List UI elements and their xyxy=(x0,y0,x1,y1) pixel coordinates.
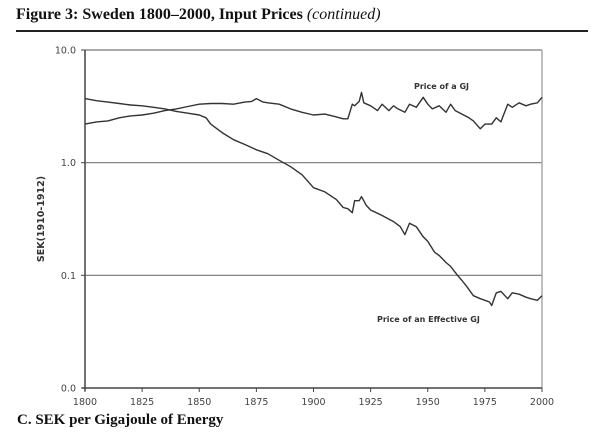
y-tick-label: 1.0 xyxy=(61,158,76,169)
y-tick-label: 0.0 xyxy=(61,384,76,395)
series-label-price-gj: Price of a GJ xyxy=(414,82,469,91)
series-lines xyxy=(84,91,543,307)
panel-label: C. SEK per Gigajoule of Energy xyxy=(17,412,224,428)
x-tick-label: 1800 xyxy=(73,397,97,408)
x-tick-label: 1950 xyxy=(416,397,440,408)
x-tick-label: 2000 xyxy=(530,397,554,408)
x-tick-label: 1900 xyxy=(301,397,325,408)
title-rule xyxy=(16,30,588,32)
y-tick-label: 0.1 xyxy=(61,271,76,282)
y-tick-label: 10.0 xyxy=(55,46,76,57)
series-line-price-effective-gj xyxy=(84,97,543,307)
x-tick-label: 1825 xyxy=(130,397,154,408)
figure-title-suffix: (continued) xyxy=(306,6,381,23)
x-tick-label: 1850 xyxy=(187,397,211,408)
x-tick-label: 1925 xyxy=(359,397,383,408)
figure-title-main: Figure 3: Sweden 1800–2000, Input Prices xyxy=(16,6,307,23)
x-tick-label: 1875 xyxy=(244,397,268,408)
series-label-price-effective-gj: Price of an Effective GJ xyxy=(377,315,480,324)
x-axis-ticks: 1800 1825 1850 1875 1900 1925 1950 1975 2000 xyxy=(73,388,554,408)
x-tick-label: 1975 xyxy=(473,397,497,408)
series-line-price-gj xyxy=(84,91,543,130)
gridlines xyxy=(85,49,542,276)
y-axis-title: SEK(1910-1912) xyxy=(36,176,47,262)
y-axis-ticks: 0.0 0.1 1.0 10.0 xyxy=(55,46,85,395)
axes xyxy=(82,50,543,391)
figure-title: Figure 3: Sweden 1800–2000, Input Prices… xyxy=(16,6,381,24)
